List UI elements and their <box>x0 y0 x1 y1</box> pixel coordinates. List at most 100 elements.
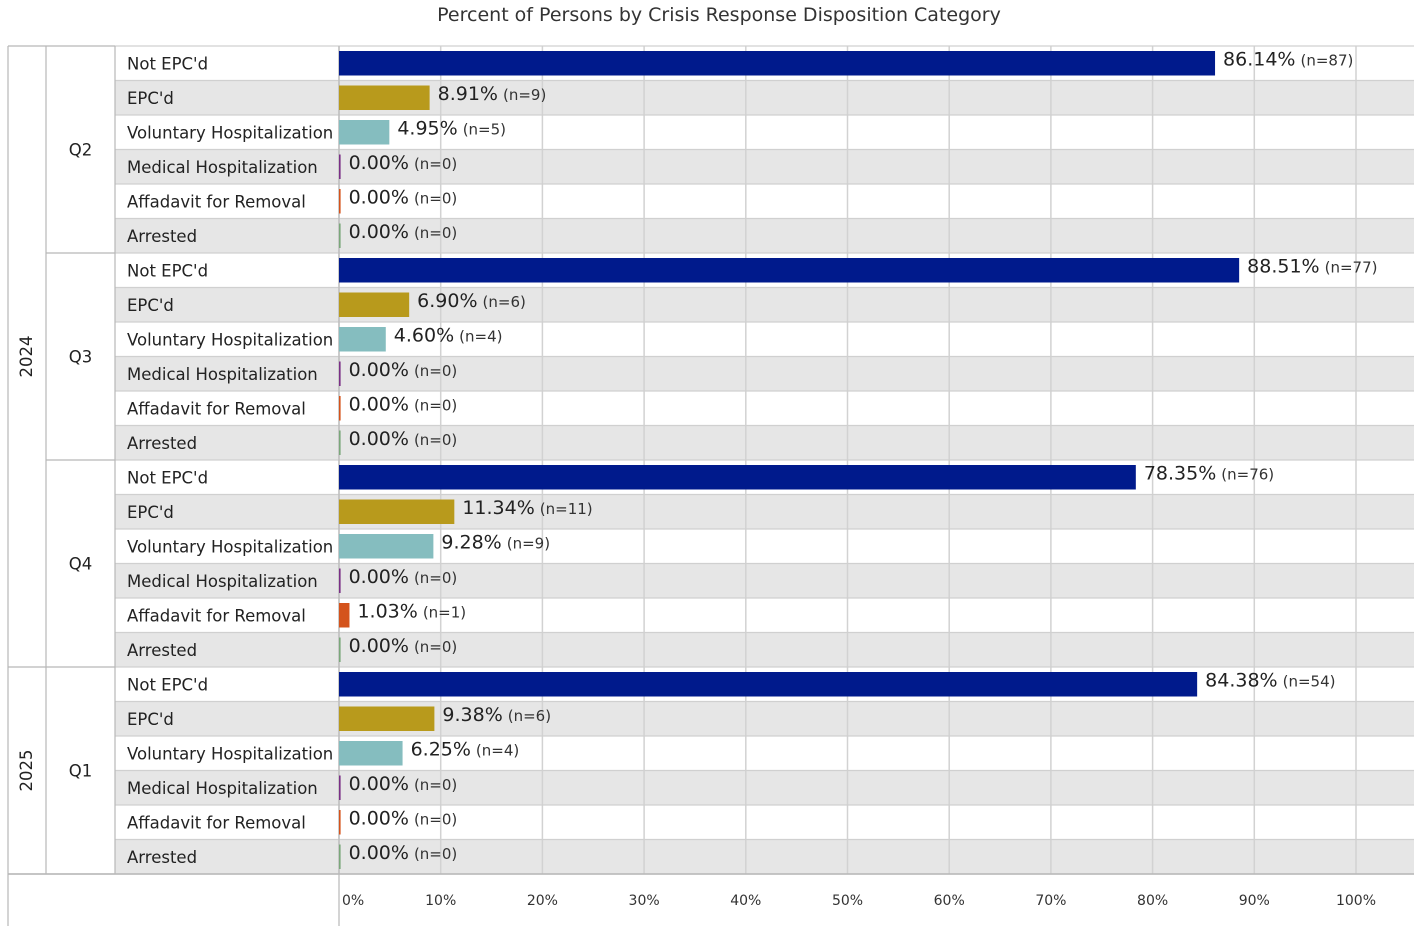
bar <box>339 672 1198 697</box>
bar <box>339 223 341 248</box>
category-label: EPC'd <box>127 296 174 315</box>
data-label: 4.95% (n=5) <box>397 117 506 139</box>
x-tick-label: 50% <box>832 893 863 909</box>
category-label: Affadavit for Removal <box>127 192 306 211</box>
data-label: 0.00% (n=0) <box>349 842 458 864</box>
bar <box>339 189 341 214</box>
bar <box>339 430 341 455</box>
count-label: (n=0) <box>414 155 457 173</box>
data-label: 84.38% (n=54) <box>1205 669 1335 691</box>
data-label: 0.00% (n=0) <box>349 566 458 588</box>
bar <box>339 120 390 145</box>
bar <box>339 327 386 352</box>
x-tick-label: 100% <box>1336 893 1376 909</box>
x-tick-label: 0% <box>342 893 364 909</box>
data-label: 0.00% (n=0) <box>349 807 458 829</box>
bar <box>339 810 341 835</box>
row-band <box>115 356 1414 391</box>
bar <box>339 603 350 628</box>
bar <box>339 465 1136 490</box>
category-label: Affadavit for Removal <box>127 399 306 418</box>
data-label: 9.28% (n=9) <box>441 531 550 553</box>
count-label: (n=0) <box>414 845 457 863</box>
count-label: (n=0) <box>414 396 457 414</box>
x-tick-label: 90% <box>1239 893 1270 909</box>
data-label: 0.00% (n=0) <box>349 773 458 795</box>
count-label: (n=1) <box>423 603 466 621</box>
count-label: (n=77) <box>1325 258 1378 276</box>
count-label: (n=9) <box>507 534 550 552</box>
count-label: (n=4) <box>459 327 502 345</box>
row-band <box>115 425 1414 460</box>
bar <box>339 258 1240 283</box>
category-label: Medical Hospitalization <box>127 779 318 798</box>
x-tick-label: 20% <box>527 893 558 909</box>
count-label: (n=4) <box>476 741 519 759</box>
category-label: Affadavit for Removal <box>127 813 306 832</box>
bar <box>339 637 341 662</box>
bar <box>339 396 341 421</box>
category-label: Arrested <box>127 848 197 867</box>
x-tick-label: 30% <box>629 893 660 909</box>
row-band <box>115 736 1414 771</box>
x-tick-label: 80% <box>1137 893 1168 909</box>
category-label: Not EPC'd <box>127 468 208 487</box>
data-label: 4.60% (n=4) <box>394 324 503 346</box>
count-label: (n=54) <box>1283 672 1336 690</box>
count-label: (n=0) <box>414 638 457 656</box>
bar <box>339 361 341 386</box>
count-label: (n=6) <box>483 293 526 311</box>
data-label: 9.38% (n=6) <box>442 704 551 726</box>
data-label: 78.35% (n=76) <box>1144 462 1274 484</box>
row-band <box>115 632 1414 667</box>
quarter-label: Q4 <box>69 555 93 574</box>
row-band <box>115 80 1414 115</box>
category-label: Arrested <box>127 434 197 453</box>
data-label: 0.00% (n=0) <box>349 152 458 174</box>
count-label: (n=87) <box>1300 51 1353 69</box>
x-tick-label: 40% <box>730 893 761 909</box>
data-label: 0.00% (n=0) <box>349 428 458 450</box>
category-label: Affadavit for Removal <box>127 606 306 625</box>
category-label: Arrested <box>127 641 197 660</box>
bar <box>339 51 1216 76</box>
row-band <box>115 529 1414 564</box>
data-label: 0.00% (n=0) <box>349 359 458 381</box>
data-label: 0.00% (n=0) <box>349 186 458 208</box>
row-band <box>115 494 1414 529</box>
data-label: 11.34% (n=11) <box>462 497 592 519</box>
category-label: Voluntary Hospitalization <box>127 537 333 556</box>
data-label: 1.03% (n=1) <box>357 600 466 622</box>
category-label: Not EPC'd <box>127 261 208 280</box>
category-label: EPC'd <box>127 89 174 108</box>
category-label: Not EPC'd <box>127 675 208 694</box>
bar <box>339 534 434 559</box>
category-label: Medical Hospitalization <box>127 158 318 177</box>
x-tick-label: 60% <box>934 893 965 909</box>
bar <box>339 292 410 317</box>
data-label: 6.90% (n=6) <box>417 290 526 312</box>
count-label: (n=0) <box>414 569 457 587</box>
quarter-label: Q1 <box>69 762 93 781</box>
data-label: 8.91% (n=9) <box>438 83 547 105</box>
bar <box>339 568 341 593</box>
category-label: Voluntary Hospitalization <box>127 744 333 763</box>
row-band <box>115 805 1414 840</box>
x-tick-label: 10% <box>425 893 456 909</box>
category-label: EPC'd <box>127 503 174 522</box>
year-label: 2025 <box>17 750 36 792</box>
row-band <box>115 322 1414 357</box>
row-band <box>115 149 1414 184</box>
row-band <box>115 770 1414 805</box>
count-label: (n=0) <box>414 362 457 380</box>
count-label: (n=0) <box>414 189 457 207</box>
count-label: (n=0) <box>414 224 457 242</box>
count-label: (n=76) <box>1221 465 1274 483</box>
bar <box>339 154 341 179</box>
row-band <box>115 391 1414 426</box>
count-label: (n=11) <box>540 500 593 518</box>
count-label: (n=9) <box>503 86 546 104</box>
bar <box>339 775 341 800</box>
bar <box>339 706 435 731</box>
